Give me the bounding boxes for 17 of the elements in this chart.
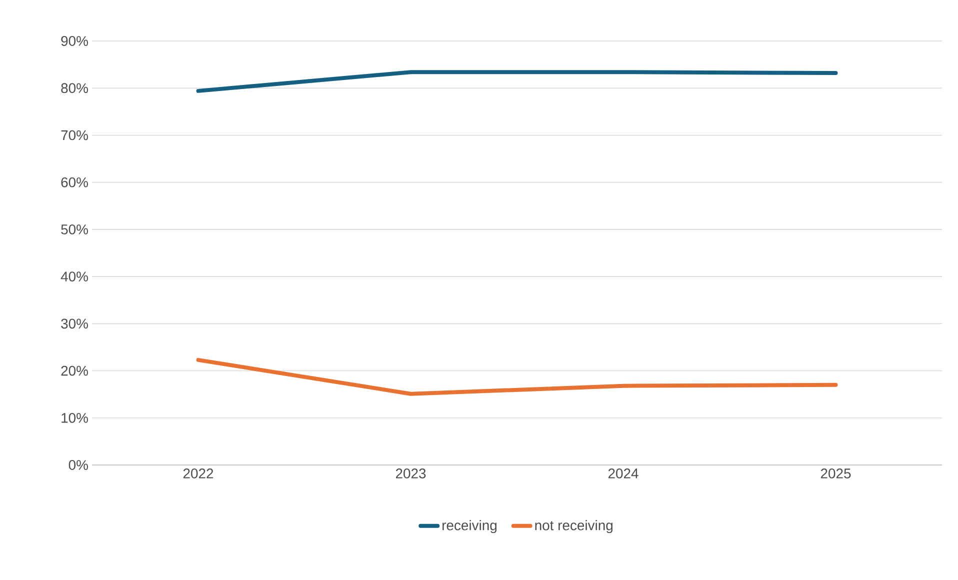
x-tick-label: 2025 bbox=[820, 468, 851, 478]
legend-label: receiving bbox=[442, 520, 496, 534]
y-tick-label: 10% bbox=[62, 412, 88, 423]
x-tick-label: 2023 bbox=[396, 468, 426, 478]
y-tick-label: 30% bbox=[61, 318, 88, 329]
y-tick-label: 20% bbox=[61, 366, 88, 376]
y-tick-label: 70% bbox=[61, 130, 88, 140]
line-series bbox=[196, 358, 838, 396]
y-tick-label: 40% bbox=[60, 272, 88, 282]
y-tick-label: 80% bbox=[61, 83, 88, 94]
y-tick-label: 50% bbox=[61, 224, 88, 234]
legend-label: not receiving bbox=[535, 520, 612, 534]
y-tick-label: 90% bbox=[61, 36, 88, 46]
y-tick-label: 60% bbox=[61, 177, 88, 188]
x-tick-label: 2024 bbox=[608, 468, 638, 478]
y-tick-label: 0% bbox=[68, 460, 88, 470]
x-tick-label: 2022 bbox=[183, 468, 214, 478]
